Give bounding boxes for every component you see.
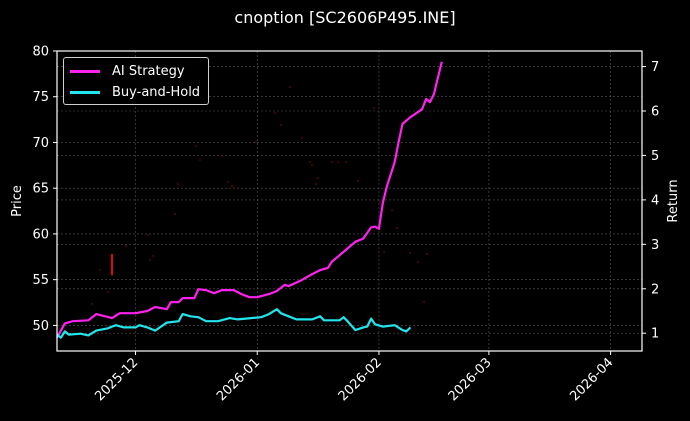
price-marker bbox=[409, 252, 411, 254]
y2-tick-label: 6 bbox=[651, 105, 659, 120]
price-marker bbox=[177, 183, 179, 185]
buy-and-hold-line bbox=[56, 308, 412, 339]
y2-tick-label: 3 bbox=[651, 238, 659, 253]
price-marker bbox=[195, 145, 197, 147]
price-marker bbox=[317, 177, 319, 179]
x-tick-label: 2026-03 bbox=[446, 355, 495, 404]
y-tick-label: 55 bbox=[32, 273, 49, 288]
price-marker bbox=[315, 183, 317, 185]
price-marker bbox=[345, 161, 347, 163]
price-marker bbox=[289, 86, 291, 88]
price-marker bbox=[309, 161, 311, 163]
price-marker bbox=[221, 155, 223, 157]
legend-item-ai-strategy: AI Strategy bbox=[70, 61, 185, 81]
price-marker bbox=[152, 255, 154, 257]
y-tick-label: 70 bbox=[32, 136, 49, 151]
plot-frame bbox=[56, 50, 643, 352]
price-marker bbox=[255, 141, 257, 143]
price-marker bbox=[311, 164, 313, 166]
price-marker bbox=[99, 269, 101, 271]
price-marker bbox=[396, 227, 398, 229]
price-marker bbox=[337, 161, 339, 163]
price-marker bbox=[91, 303, 93, 305]
price-marker bbox=[227, 181, 229, 183]
chart-title: cnoption [SC2606P495.INE] bbox=[234, 8, 456, 27]
price-marker bbox=[231, 185, 233, 187]
buy-and-hold-swatch-icon bbox=[70, 90, 100, 94]
x-tick-label: 2026-02 bbox=[336, 355, 385, 404]
ai-strategy-line bbox=[56, 61, 443, 339]
price-marker bbox=[331, 161, 333, 163]
price-marker bbox=[149, 259, 151, 261]
price-marker bbox=[233, 187, 235, 189]
y2-tick-label: 7 bbox=[651, 60, 659, 75]
y2-tick-label: 5 bbox=[651, 149, 659, 164]
price-marker bbox=[199, 159, 201, 161]
price-marker bbox=[107, 291, 109, 293]
x-tick-label: 2025-12 bbox=[92, 355, 141, 404]
legend-label: AI Strategy bbox=[112, 63, 185, 79]
y-tick-label: 50 bbox=[32, 319, 49, 334]
x-tick-label: 2026-01 bbox=[214, 355, 263, 404]
y-axis-label: Price bbox=[10, 185, 25, 217]
price-marker bbox=[423, 301, 425, 303]
legend: AI Strategy Buy-and-Hold bbox=[63, 57, 209, 105]
price-marker bbox=[373, 107, 375, 109]
price-marker bbox=[379, 201, 381, 203]
y-tick-label: 60 bbox=[32, 227, 49, 242]
y2-tick-label: 2 bbox=[651, 282, 659, 297]
y-tick-label: 65 bbox=[32, 182, 49, 197]
y-tick-label: 75 bbox=[32, 90, 49, 105]
price-marker bbox=[274, 112, 276, 114]
y2-tick-label: 1 bbox=[651, 327, 659, 342]
price-marker bbox=[417, 261, 419, 263]
price-marker bbox=[125, 245, 127, 247]
price-marker bbox=[357, 180, 359, 182]
price-marker bbox=[301, 137, 303, 139]
price-marker bbox=[174, 213, 176, 215]
y2-tick-label: 4 bbox=[651, 193, 659, 208]
legend-label: Buy-and-Hold bbox=[112, 84, 201, 100]
price-marker bbox=[391, 209, 393, 211]
legend-item-buy-and-hold: Buy-and-Hold bbox=[70, 82, 200, 102]
ai-strategy-swatch-icon bbox=[70, 69, 100, 73]
y-tick-label: 80 bbox=[32, 45, 49, 60]
price-marker bbox=[426, 253, 428, 255]
price-marker bbox=[280, 124, 282, 126]
x-tick-label: 2026-04 bbox=[567, 355, 616, 404]
price-marker bbox=[383, 251, 385, 253]
price-marker bbox=[147, 234, 149, 236]
y2-axis-label: Return bbox=[666, 179, 681, 222]
